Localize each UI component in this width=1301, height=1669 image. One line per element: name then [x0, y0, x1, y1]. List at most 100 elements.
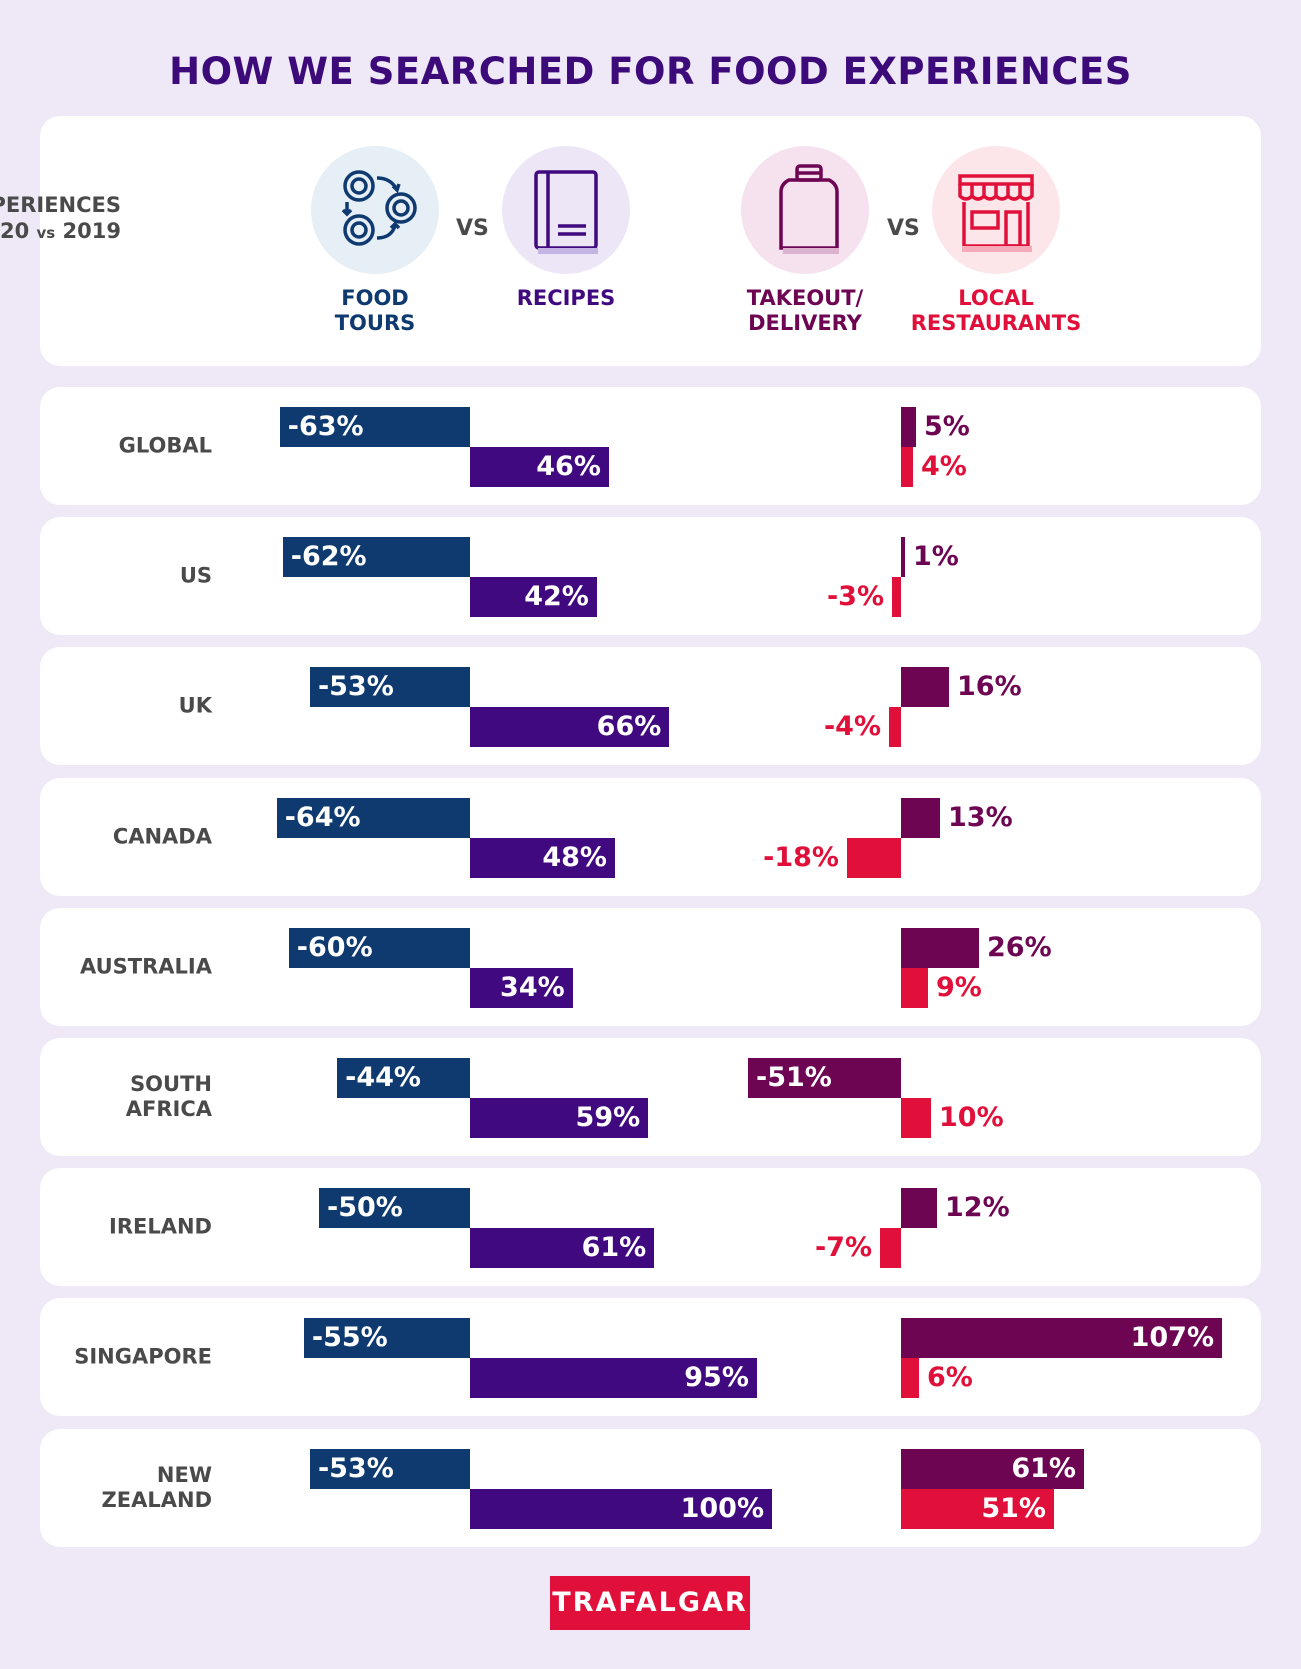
value-label-takeout: -51% — [756, 1062, 832, 1093]
chart-title: HOW WE SEARCHED FOR FOOD EXPERIENCES — [169, 50, 1132, 93]
restaurant-storefront-icon — [932, 146, 1060, 274]
recipes-book-icon — [502, 146, 630, 274]
value-label-local: -18% — [763, 841, 839, 873]
vs-small: vs — [36, 224, 56, 242]
legend-takeout: TAKEOUT/ DELIVERY — [705, 286, 905, 336]
value-label-recipes: 100% — [680, 1492, 764, 1524]
value-label-recipes: 34% — [500, 971, 565, 1003]
value-label-recipes: 46% — [536, 451, 601, 482]
bar-food_tours — [276, 797, 470, 838]
bar-takeout — [901, 1448, 1084, 1489]
legend-local-line1: LOCAL — [958, 286, 1034, 310]
value-label-food_tours: -50% — [327, 1192, 403, 1224]
value-label-recipes: 66% — [596, 711, 662, 743]
bar-local — [901, 1358, 919, 1399]
country-label-line: ZEALAND — [101, 1487, 212, 1512]
country-label-line: IRELAND — [109, 1214, 212, 1239]
value-label-takeout: 107% — [1130, 1322, 1214, 1354]
country-label-line: AUSTRALIA — [80, 954, 212, 979]
country-row-south-africa: SOUTH AFRICA -44% 59% -51% 10% — [40, 1038, 1261, 1156]
value-label-takeout: 61% — [1011, 1452, 1076, 1484]
country-label-line: US — [179, 563, 212, 588]
value-label-local: 6% — [927, 1362, 973, 1394]
country-label-line: NEW — [156, 1462, 212, 1487]
bar-recipes — [470, 1098, 649, 1138]
bar-takeout — [901, 537, 905, 578]
country-label: US — [40, 564, 212, 589]
legend-local-line2: RESTAURANTS — [910, 311, 1082, 335]
country-row-new-zealand: NEW ZEALAND -53% 100% 61% 51% — [40, 1428, 1261, 1547]
bar-recipes — [470, 447, 609, 487]
legend-card: EXPERIENCES 2020 vs 2019 VS — [0, 116, 1261, 366]
bar-takeout — [901, 797, 940, 838]
year-2020: 2020 — [0, 219, 30, 243]
bar-food_tours — [309, 1448, 470, 1489]
bar-local — [901, 967, 928, 1008]
country-row-uk: UK -53% 66% 16% -4% — [40, 647, 1261, 766]
bar-food_tours — [319, 1188, 470, 1229]
bar-takeout — [901, 1188, 937, 1229]
legend-food-tours-line2: TOURS — [334, 311, 416, 335]
bar-takeout — [901, 1318, 1222, 1359]
value-label-recipes: 59% — [575, 1102, 641, 1133]
experiences-label-line1: EXPERIENCES — [0, 193, 121, 217]
country-row-australia: AUSTRALIA -60% 34% 26% 9% — [40, 907, 1261, 1026]
value-label-recipes: 61% — [581, 1232, 647, 1264]
legend-recipes-line1: RECIPES — [516, 286, 616, 310]
country-label: GLOBAL — [40, 434, 212, 459]
value-label-food_tours: -53% — [317, 671, 394, 703]
legend-local: LOCAL RESTAURANTS — [896, 286, 1096, 336]
bar-local — [847, 837, 901, 878]
value-label-takeout: 13% — [948, 801, 1013, 833]
country-label: UK — [40, 694, 212, 719]
legend-takeout-line2: DELIVERY — [748, 311, 862, 335]
bar-takeout — [748, 1058, 901, 1098]
bar-local — [892, 577, 901, 618]
bar-recipes — [470, 967, 573, 1008]
bar-takeout — [901, 667, 949, 708]
legend-food-tours-line1: FOOD — [341, 286, 409, 310]
value-label-local: -4% — [823, 711, 881, 743]
value-label-recipes: 42% — [524, 581, 589, 613]
country-label: IRELAND — [40, 1215, 212, 1240]
country-label: NEW ZEALAND — [40, 1463, 212, 1513]
food-tours-icon — [311, 146, 439, 274]
bar-food_tours — [288, 927, 470, 968]
country-label-line: AFRICA — [125, 1097, 212, 1121]
country-label-line: SOUTH — [130, 1072, 212, 1096]
country-label-line: SINGAPORE — [74, 1344, 212, 1369]
bar-food_tours — [303, 1318, 470, 1359]
bar-food_tours — [309, 667, 470, 708]
experiences-label-line2: 2020 vs 2019 — [0, 218, 121, 246]
country-row-ireland: IRELAND -50% 61% 12% -7% — [40, 1168, 1261, 1287]
bar-recipes — [470, 1358, 757, 1399]
legend-takeout-line1: TAKEOUT/ — [746, 286, 864, 310]
value-label-food_tours: -64% — [284, 801, 361, 833]
value-label-food_tours: -62% — [290, 541, 367, 573]
country-label: SOUTH AFRICA — [40, 1072, 212, 1122]
legend-recipes: RECIPES — [466, 286, 666, 311]
country-row-global: GLOBAL -63% 46% 5% 4% — [40, 387, 1261, 505]
value-label-food_tours: -53% — [317, 1452, 394, 1484]
bar-local — [901, 447, 913, 487]
value-label-recipes: 95% — [684, 1362, 749, 1394]
value-label-food_tours: -55% — [311, 1322, 388, 1354]
bar-recipes — [470, 837, 615, 878]
value-label-local: -3% — [826, 581, 884, 613]
value-label-local: -7% — [814, 1232, 872, 1264]
takeout-bag-icon — [741, 146, 869, 274]
country-label-line: UK — [178, 693, 212, 718]
bar-local — [901, 1098, 931, 1138]
vs-label-1: VS — [456, 216, 489, 241]
trafalgar-logo: TRAFALGAR — [550, 1576, 750, 1630]
bar-recipes — [470, 1228, 655, 1269]
bar-local — [880, 1228, 901, 1269]
value-label-takeout: 16% — [957, 671, 1022, 703]
country-row-singapore: SINGAPORE -55% 95% 107% 6% — [40, 1298, 1261, 1417]
country-label: AUSTRALIA — [40, 954, 212, 979]
value-label-takeout: 5% — [924, 411, 970, 442]
bar-takeout — [901, 927, 979, 968]
vs-label-2: VS — [887, 216, 920, 241]
country-row-canada: CANADA -64% 48% 13% -18% — [40, 777, 1261, 896]
bar-recipes — [470, 1488, 772, 1529]
